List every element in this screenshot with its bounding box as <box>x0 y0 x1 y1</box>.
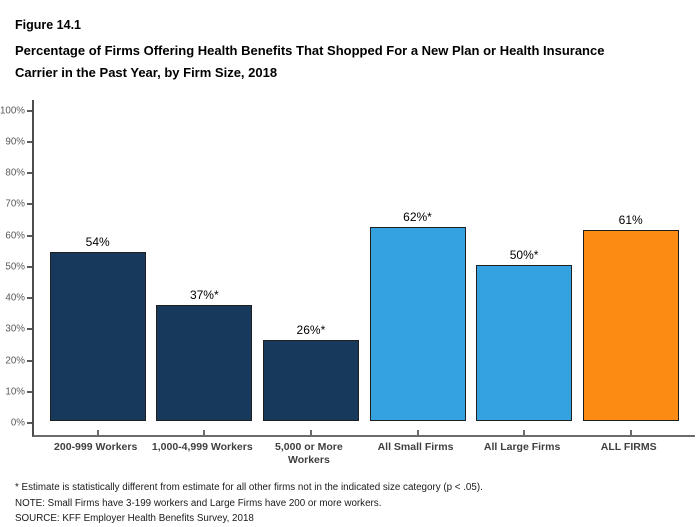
y-tick-mark <box>27 234 32 237</box>
category-label: 5,000 or More Workers <box>275 441 343 466</box>
y-tick-label: 50% <box>5 261 25 273</box>
footnotes: * Estimate is statistically different fr… <box>15 480 685 527</box>
x-tick-mark <box>629 430 632 435</box>
bar-all-large-firms <box>476 264 573 421</box>
x-tick-mark <box>523 430 526 435</box>
y-tick-label: 30% <box>5 323 25 335</box>
y-tick-label: 0% <box>10 417 25 429</box>
bar-200-999-workers <box>49 252 146 421</box>
y-tick-mark <box>27 172 32 174</box>
bar-all-small-firms <box>369 227 466 421</box>
x-tick-mark <box>309 430 312 435</box>
category-label: 200-999 Workers <box>54 441 138 453</box>
y-tick-label: 60% <box>5 230 25 241</box>
y-tick-mark <box>27 328 32 331</box>
y-tick-mark <box>27 140 32 143</box>
bar-value-label: 54% <box>85 235 110 250</box>
x-tick-mark <box>203 430 206 435</box>
footnote-line: * Estimate is statistically different fr… <box>15 482 483 493</box>
x-axis-category-labels: 200-999 Workers 1,000-4,999 Workers 5,000 … <box>0 441 698 471</box>
x-tick-mark <box>416 430 419 435</box>
bar-value-label: 26%* <box>296 322 326 337</box>
category-label: All Small Firms <box>377 441 454 453</box>
bar-value-label: 61% <box>618 213 643 228</box>
figure-title: Percentage of Firms Offering Health Bene… <box>15 43 605 80</box>
y-tick-mark <box>27 203 32 206</box>
y-tick-mark <box>27 359 32 362</box>
bar-value-label: 50%* <box>509 247 539 262</box>
y-tick-label: 70% <box>5 198 25 210</box>
bar-all-firms <box>582 230 679 421</box>
y-tick-mark <box>27 390 32 393</box>
footnote-line: SOURCE: KFF Employer Health Benefits Sur… <box>15 513 254 524</box>
bar-value-label: 37%* <box>189 288 219 303</box>
bar-5-000-or-more-workers <box>262 339 359 421</box>
y-tick-label: 80% <box>5 167 25 179</box>
figure-number: Figure 14.1 <box>15 18 81 32</box>
y-tick-label: 20% <box>5 355 25 366</box>
y-tick-mark <box>27 297 32 299</box>
chart-plot-area: 0% 10% 20% 30% 40% 50% 60% 70% 80% 90% 100% 54% 37%… <box>0 100 695 437</box>
footnote-line: NOTE: Small Firms have 3-199 workers and… <box>15 497 382 509</box>
y-tick-label: 100% <box>0 105 25 116</box>
category-label: 1,000-4,999 Workers <box>151 441 253 453</box>
bar-1-000-4-999-workers <box>156 305 253 421</box>
y-tick-mark <box>27 422 32 424</box>
y-tick-label: 10% <box>5 386 25 398</box>
bar-value-label: 62%* <box>403 210 432 225</box>
y-tick-mark <box>27 265 32 268</box>
y-tick-label: 90% <box>5 136 25 148</box>
y-tick-mark <box>27 109 32 112</box>
category-label: All Large Firms <box>483 441 561 453</box>
y-tick-label: 40% <box>5 292 25 304</box>
x-tick-mark <box>96 430 99 435</box>
title-block: Figure 14.1 Percentage of Firms Offering… <box>15 18 635 84</box>
category-label: ALL FIRMS <box>600 441 657 453</box>
